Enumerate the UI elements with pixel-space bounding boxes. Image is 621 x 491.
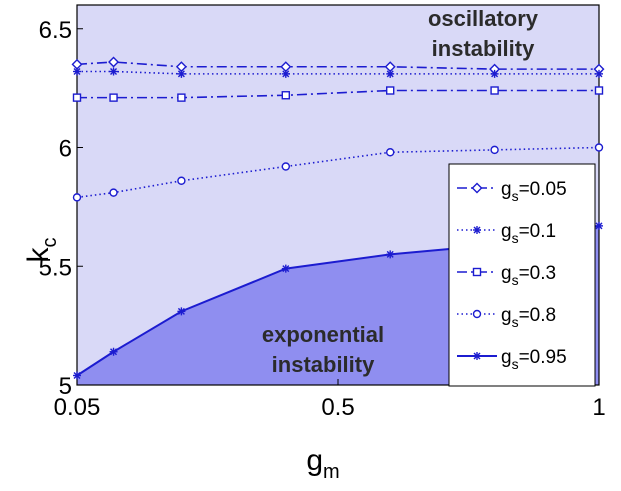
legend-label-4: gs=0.8 (501, 305, 556, 330)
series-4-point (281, 162, 290, 171)
legend-label-3: gs=0.3 (501, 263, 556, 288)
region-label-exponential-line1: exponential (262, 322, 384, 347)
region-label-oscillatory-line1: oscillatory (428, 6, 539, 31)
series-5-point (386, 250, 395, 259)
y-tick-label: 5.5 (39, 254, 72, 281)
series-4-point (490, 145, 499, 155)
legend-marker-4 (472, 309, 482, 319)
legend-marker-5 (473, 352, 481, 360)
series-3-point (177, 93, 186, 102)
series-1-point (108, 56, 120, 68)
y-axis-label-main: k (22, 247, 55, 263)
series-2-point (386, 69, 395, 78)
y-tick-label: 6 (59, 136, 72, 163)
series-2-point (73, 67, 81, 76)
series-layer (71, 56, 605, 380)
series-2-point (281, 69, 290, 78)
series-3-point (490, 86, 499, 95)
series-4-point (594, 143, 604, 152)
x-tick-label: 1 (592, 394, 605, 421)
legend: gs=0.05 gs=0.1 gs=0.3 gs=0.8 gs=0.95 (448, 163, 596, 387)
series-4-point (386, 148, 395, 157)
y-tick-label: 5 (59, 373, 72, 400)
series-3-point (594, 86, 604, 95)
series-4-point (72, 193, 82, 202)
series-5-point (73, 371, 81, 380)
series-2-point (490, 69, 499, 78)
legend-label-2: gs=0.1 (501, 221, 556, 246)
series-5-point (595, 221, 603, 230)
legend-marker-3 (472, 267, 482, 277)
region-label-oscillatory-line2: instability (432, 36, 535, 61)
series-4-point (177, 176, 186, 185)
region-label-exponential-line2: instability (272, 352, 375, 377)
series-3-point (281, 91, 290, 100)
series-3-point (386, 86, 395, 95)
legend-marker-2 (473, 226, 481, 234)
y-tick-label: 6.5 (39, 17, 72, 44)
svg-text:gm: gm (306, 444, 339, 483)
x-axis-label: gm (306, 444, 339, 483)
y-axis-label: kc (22, 238, 61, 263)
series-3-point (72, 93, 82, 102)
series-4-point (109, 188, 118, 197)
x-tick-label: 0.05 (54, 394, 101, 421)
svg-text:kc: kc (22, 238, 61, 263)
series-3-point (109, 93, 118, 102)
series-5-point (109, 347, 118, 356)
legend-label-5: gs=0.95 (501, 347, 567, 372)
legend-label-1: gs=0.05 (501, 179, 567, 204)
x-axis-label-main: g (306, 444, 323, 477)
series-5-point (177, 307, 186, 316)
legend-marker-1 (471, 182, 483, 194)
y-axis-label-sub: c (39, 238, 61, 248)
series-2-point (595, 69, 603, 78)
series-5-point (281, 264, 290, 273)
series-2-point (109, 67, 118, 76)
x-axis-label-sub: m (323, 461, 340, 483)
x-tick-label: 0.5 (321, 394, 354, 421)
series-2-point (177, 69, 186, 78)
